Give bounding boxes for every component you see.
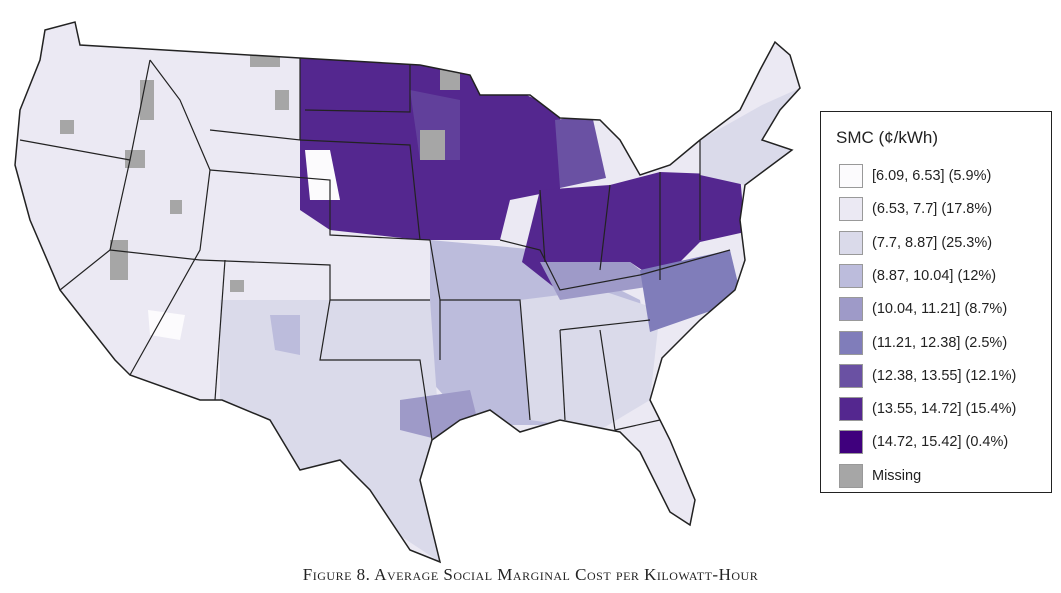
region-southeast: [520, 290, 660, 430]
legend-swatch: [839, 430, 863, 455]
legend-item: (11.21, 12.38] (2.5%): [839, 330, 1008, 355]
legend-label: (14.72, 15.42] (0.4%): [872, 434, 1009, 451]
region-texas-light: [220, 300, 440, 562]
figure-caption: Figure 8. Average Social Marginal Cost p…: [302, 565, 759, 584]
legend-swatch: [839, 297, 863, 322]
legend-label: (10.04, 11.21] (8.7%): [872, 301, 1008, 318]
region-northeast: [700, 88, 800, 185]
legend-item: (7.7, 8.87] (25.3%): [839, 230, 993, 255]
us-choropleth-map: [14, 21, 801, 563]
legend-title: SMC (¢/kWh): [836, 128, 938, 147]
legend-swatch: [839, 230, 863, 255]
legend-item: (8.87, 10.04] (12%): [839, 263, 997, 288]
legend-label: (8.87, 10.04] (12%): [872, 267, 997, 284]
legend-item: (12.38, 13.55] (12.1%): [839, 363, 1017, 388]
legend-swatch: [839, 197, 863, 222]
legend-item: [6.09, 6.53] (5.9%): [839, 164, 991, 188]
legend: SMC (¢/kWh) [6.09, 6.53] (5.9%) (6.53, 7.…: [820, 111, 1052, 493]
legend-item: (6.53, 7.7] (17.8%): [839, 197, 993, 222]
region-virginia: [640, 250, 742, 332]
region-white-patch: [305, 150, 340, 200]
legend-swatch: [839, 397, 863, 422]
legend-item: (13.55, 14.72] (15.4%): [839, 397, 1017, 422]
legend-swatch: [839, 263, 863, 288]
legend-label: (7.7, 8.87] (25.3%): [872, 234, 993, 251]
missing-patches: [60, 55, 460, 292]
legend-swatch: [839, 164, 863, 188]
region-michigan: [555, 115, 606, 188]
region-nm-patch: [270, 315, 300, 355]
legend-label: [6.09, 6.53] (5.9%): [872, 168, 992, 184]
legend-label: (6.53, 7.7] (17.8%): [872, 201, 993, 218]
legend-label: Missing: [872, 467, 922, 484]
legend-item: (14.72, 15.42] (0.4%): [839, 430, 1009, 455]
legend-label: (12.38, 13.55] (12.1%): [872, 367, 1017, 384]
state-borders: [19, 58, 731, 441]
legend-item: (10.04, 11.21] (8.7%): [839, 297, 1008, 322]
region-kentucky: [540, 262, 660, 300]
legend-swatch: [839, 363, 863, 388]
region-arizona-white: [148, 310, 185, 340]
legend-label: (11.21, 12.38] (2.5%): [872, 334, 1008, 351]
legend-label: (13.55, 14.72] (15.4%): [872, 401, 1017, 418]
legend-swatch: [839, 463, 863, 488]
legend-item: Missing: [839, 463, 922, 488]
legend-swatch: [839, 330, 863, 355]
